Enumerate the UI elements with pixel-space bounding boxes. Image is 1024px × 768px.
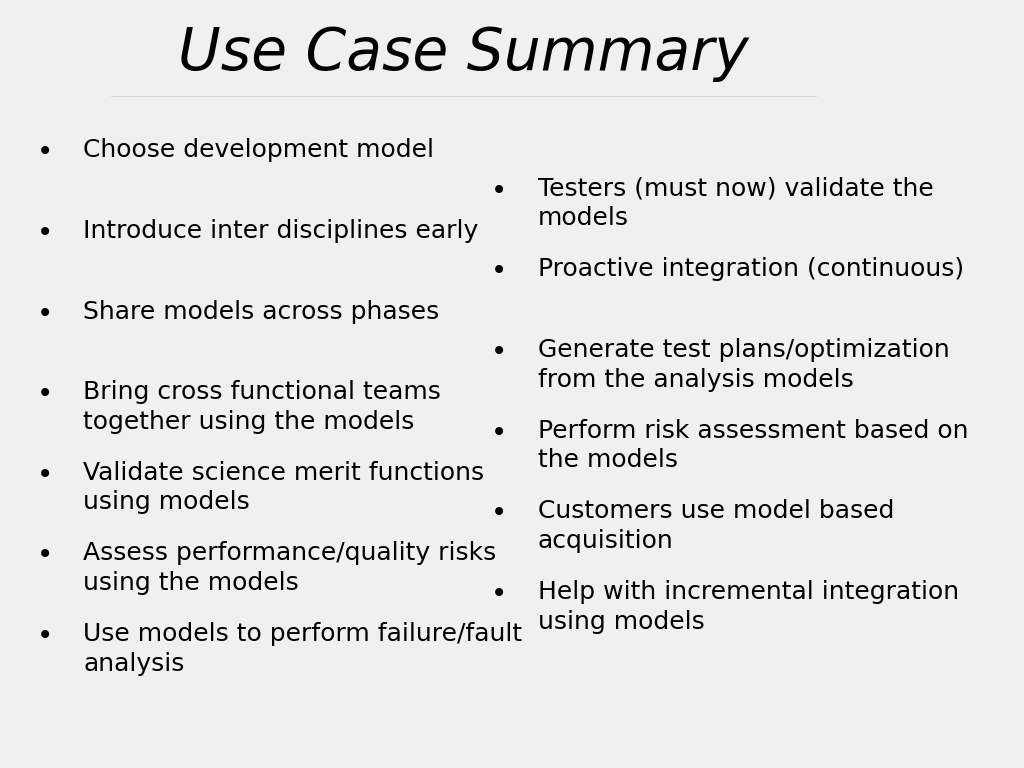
Text: Bring cross functional teams
together using the models: Bring cross functional teams together us… bbox=[83, 380, 441, 434]
Text: Perform risk assessment based on
the models: Perform risk assessment based on the mod… bbox=[538, 419, 968, 472]
Text: •: • bbox=[37, 219, 53, 247]
Text: •: • bbox=[37, 541, 53, 569]
Text: Generate test plans/optimization
from the analysis models: Generate test plans/optimization from th… bbox=[538, 338, 949, 392]
Text: •: • bbox=[492, 257, 508, 285]
Text: Assess performance/quality risks
using the models: Assess performance/quality risks using t… bbox=[83, 541, 497, 595]
Text: •: • bbox=[492, 338, 508, 366]
Text: Help with incremental integration
using models: Help with incremental integration using … bbox=[538, 580, 958, 634]
Text: Use models to perform failure/fault
analysis: Use models to perform failure/fault anal… bbox=[83, 622, 522, 676]
Text: •: • bbox=[492, 499, 508, 527]
Text: Introduce inter disciplines early: Introduce inter disciplines early bbox=[83, 219, 478, 243]
Text: •: • bbox=[37, 300, 53, 327]
Text: Use Case Summary: Use Case Summary bbox=[178, 25, 749, 82]
Text: Customers use model based
acquisition: Customers use model based acquisition bbox=[538, 499, 894, 553]
Text: •: • bbox=[492, 580, 508, 607]
Text: •: • bbox=[37, 138, 53, 166]
Text: •: • bbox=[492, 419, 508, 446]
Text: Testers (must now) validate the
models: Testers (must now) validate the models bbox=[538, 177, 933, 230]
Text: Proactive integration (continuous): Proactive integration (continuous) bbox=[538, 257, 964, 281]
Text: Share models across phases: Share models across phases bbox=[83, 300, 439, 323]
Text: •: • bbox=[37, 380, 53, 408]
Text: •: • bbox=[37, 461, 53, 488]
Text: •: • bbox=[492, 177, 508, 204]
Text: Validate science merit functions
using models: Validate science merit functions using m… bbox=[83, 461, 484, 515]
Text: •: • bbox=[37, 622, 53, 650]
Text: Choose development model: Choose development model bbox=[83, 138, 434, 162]
